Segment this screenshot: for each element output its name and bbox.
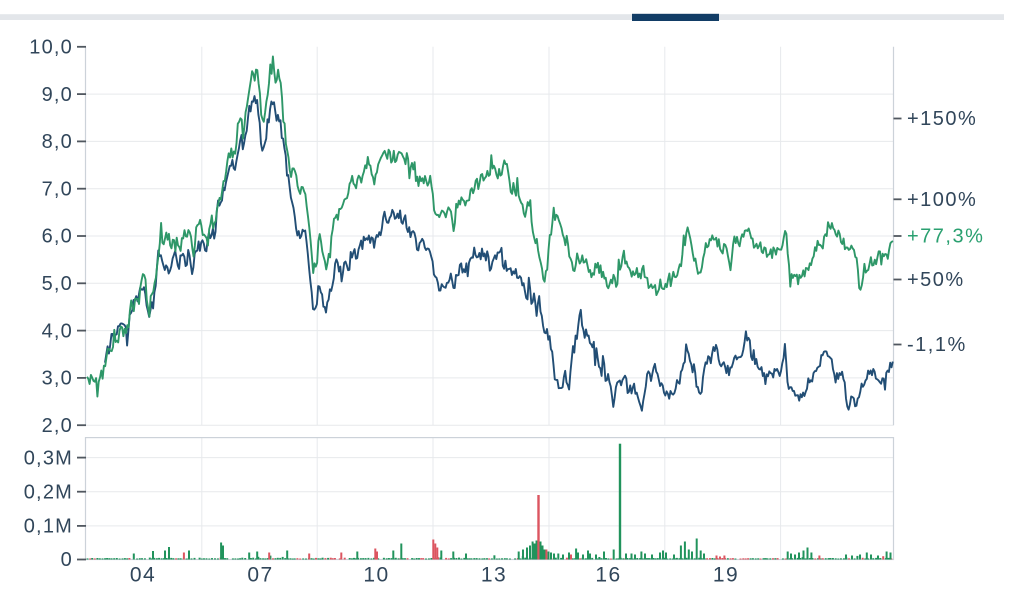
svg-text:5,0: 5,0 xyxy=(42,273,73,295)
svg-text:2,0: 2,0 xyxy=(42,415,73,437)
svg-text:10: 10 xyxy=(363,564,389,587)
svg-text:9,0: 9,0 xyxy=(42,84,73,106)
svg-text:8,0: 8,0 xyxy=(42,131,73,153)
svg-text:4,0: 4,0 xyxy=(42,320,73,342)
svg-text:+150%: +150% xyxy=(907,108,977,130)
svg-text:+50%: +50% xyxy=(907,269,965,291)
svg-text:+77,3%: +77,3% xyxy=(907,226,984,248)
svg-text:7,0: 7,0 xyxy=(42,178,73,200)
svg-text:-1,1%: -1,1% xyxy=(907,334,967,356)
svg-text:13: 13 xyxy=(481,564,507,587)
svg-text:3,0: 3,0 xyxy=(42,368,73,390)
svg-text:19: 19 xyxy=(713,564,739,587)
svg-text:0,3M: 0,3M xyxy=(24,447,73,469)
svg-text:6,0: 6,0 xyxy=(42,226,73,248)
svg-text:10,0: 10,0 xyxy=(29,37,73,59)
svg-text:04: 04 xyxy=(130,564,156,587)
svg-text:0,1M: 0,1M xyxy=(24,516,73,538)
svg-text:0: 0 xyxy=(61,549,73,571)
svg-text:+100%: +100% xyxy=(907,189,977,211)
svg-text:0,2M: 0,2M xyxy=(24,481,73,503)
svg-text:16: 16 xyxy=(595,564,621,587)
svg-text:07: 07 xyxy=(247,564,273,587)
